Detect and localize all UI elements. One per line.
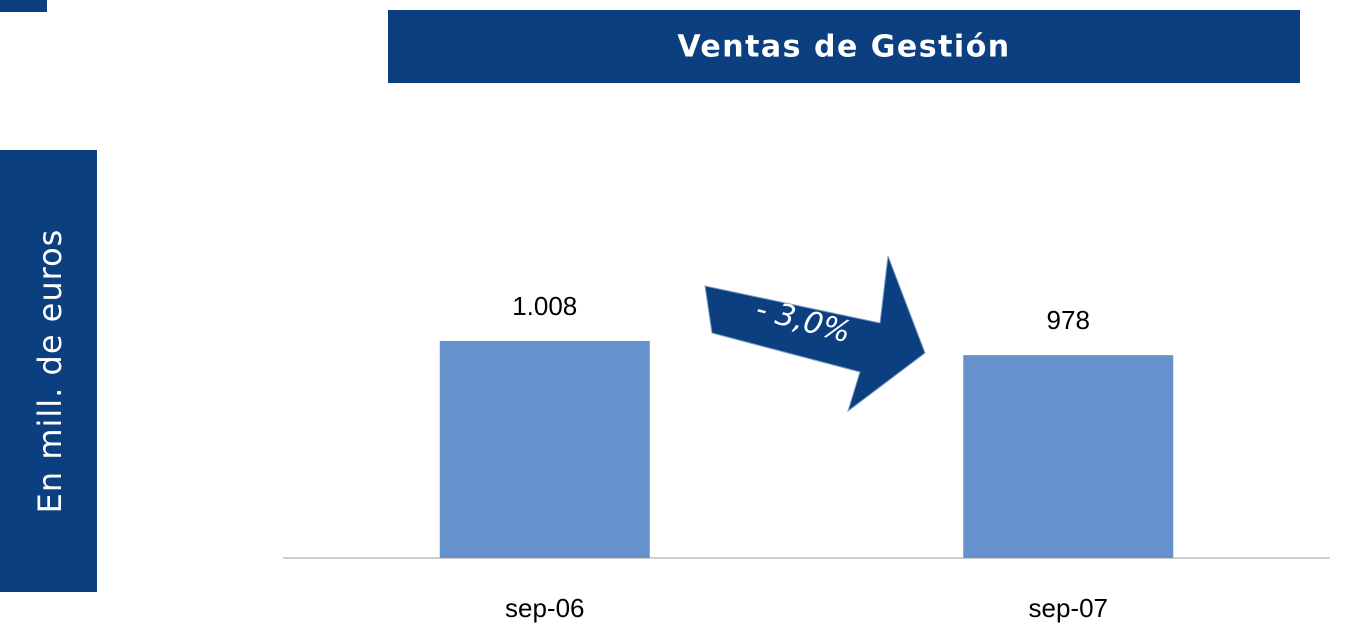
title-banner	[388, 10, 1300, 83]
y-label-box	[0, 150, 97, 592]
bar	[963, 355, 1174, 558]
value-label: 978	[1047, 305, 1090, 335]
value-label: 1.008	[512, 291, 577, 321]
change-arrow	[704, 255, 926, 413]
bar	[439, 340, 650, 558]
x-tick-label: sep-07	[1029, 593, 1109, 623]
y-axis-label: En mill. de euros	[31, 229, 69, 514]
corner-box	[0, 0, 47, 12]
x-tick-label: sep-06	[505, 593, 585, 623]
chart-title: Ventas de Gestión	[677, 30, 1010, 65]
